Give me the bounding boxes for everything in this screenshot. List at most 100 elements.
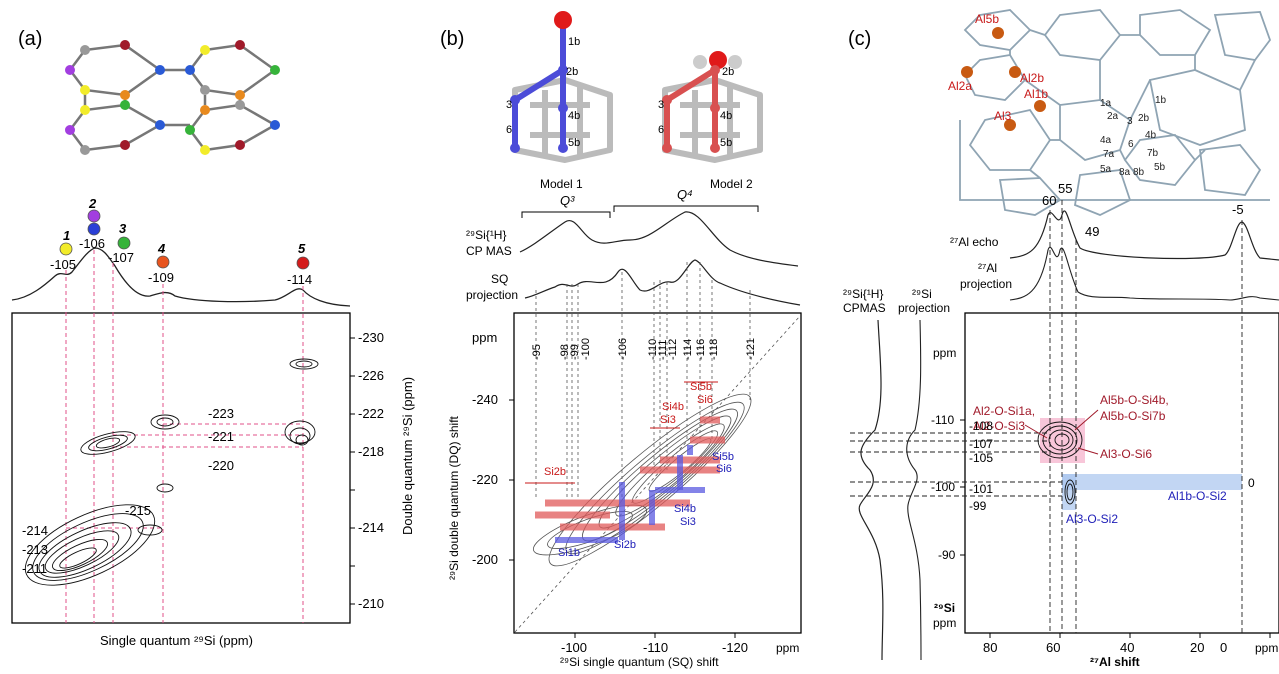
red-label-si6: Si6: [697, 394, 713, 406]
blue-label-si1b: Si1b: [558, 547, 580, 559]
al-site-markers: [961, 27, 1046, 131]
model-1-atom-1b: 1b: [568, 36, 580, 48]
q4-bracket: [613, 205, 759, 212]
al-projection-trace: [1009, 246, 1279, 301]
cpmas-left-trace: [858, 319, 884, 661]
panel-c-xtick-40: 40: [1120, 640, 1134, 655]
corr-al3-si6: Al3-O-Si6: [1100, 447, 1152, 461]
panel-b-2d-frame: [513, 312, 802, 634]
dq-label-213: -213: [22, 542, 48, 557]
site-2-shift: -106: [79, 236, 105, 251]
q3-label: Q³: [560, 193, 575, 208]
panel-c-label: (c): [848, 28, 871, 50]
svg-text:6: 6: [1128, 139, 1134, 150]
si-site-labels: 1b 1a 2a 2b 3 4a 4b 6 7a 7b 5a 8a 8b 5b: [1100, 95, 1167, 178]
panel-b-x-ticks: [574, 633, 736, 638]
cpmas-left-label-2: CPMAS: [843, 301, 886, 315]
echo-peak-49: 49: [1085, 224, 1099, 239]
svg-text:-110: -110: [647, 339, 659, 360]
model-1-atom-3: 3: [506, 99, 512, 111]
panel-c-ytick-110: -110: [931, 413, 954, 427]
model-1-atom-6: 6: [506, 124, 512, 136]
panel-c-x-axis-label: ²⁷Al shift: [1090, 655, 1140, 669]
si-proj-label-2: projection: [898, 301, 950, 315]
svg-text:1b: 1b: [1155, 95, 1167, 106]
echo-peak-55: 55: [1058, 181, 1072, 196]
panel-c-y-axis-ppm: ppm: [933, 616, 956, 630]
red-label-si5b: Si5b: [690, 381, 712, 393]
zero-label: 0: [1248, 476, 1255, 490]
svg-text:-99: -99: [569, 344, 581, 360]
panel-b-ppm-y: ppm: [472, 330, 497, 345]
cp-mas-label-1: ²⁹Si{¹H}: [466, 228, 506, 242]
model-1-structure: [510, 11, 613, 163]
svg-text:5a: 5a: [1100, 164, 1112, 175]
site-1-number: 1: [63, 228, 70, 243]
panel-b-x-axis-label: ²⁹Si single quantum (SQ) shift: [560, 655, 719, 669]
site-1-marker: [59, 242, 73, 256]
panel-b-ytick-220: -220: [472, 472, 498, 487]
site-3-shift: -107: [108, 250, 134, 265]
panel-c-y-axis-si: ²⁹Si: [934, 601, 955, 615]
site-4-number: 4: [157, 241, 166, 256]
panel-a-contours: [24, 358, 319, 586]
panel-c-xtick-60: 60: [1046, 640, 1060, 655]
dq-label-211: -211: [22, 561, 47, 576]
blue-label-si5b: Si5b: [712, 451, 734, 463]
svg-text:-111: -111: [657, 340, 669, 360]
site-2-marker-b: [87, 222, 101, 236]
corr-al2-pointer: [1024, 424, 1048, 439]
al-site-al5b: Al5b: [975, 12, 999, 26]
site-2-number: 2: [88, 196, 97, 211]
si-proj-label-1: ²⁹Si: [912, 287, 932, 301]
svg-text:4a: 4a: [1100, 135, 1112, 146]
svg-text:3: 3: [1127, 116, 1133, 127]
panel-a-2d-frame: [11, 312, 351, 624]
al-projection-label-2: projection: [960, 277, 1012, 291]
svg-text:-116: -116: [695, 339, 707, 360]
panel-c-y-ticks: [960, 419, 965, 556]
svg-text:-114: -114: [682, 339, 694, 360]
panel-a-x-axis-label: Single quantum ²⁹Si (ppm): [100, 633, 253, 648]
dq-label-214: -214: [22, 523, 48, 538]
site-3-marker: [117, 236, 131, 250]
blue-label-si4b: Si4b: [674, 503, 696, 515]
panel-c-guides: [850, 200, 1243, 633]
panel-c-xtick-80: 80: [983, 640, 997, 655]
site-5-marker: [296, 256, 310, 270]
si-shift-105: -105: [969, 451, 993, 465]
model-2-label: Model 2: [710, 177, 753, 191]
model-2-atom-3: 3: [658, 99, 664, 111]
site-4-shift: -109: [148, 270, 174, 285]
si-shift-101: -101: [969, 482, 993, 496]
panel-c-contours: [1037, 421, 1083, 505]
corr-al5b-si7b: Al5b-O-Si7b: [1100, 409, 1166, 423]
svg-text:2b: 2b: [1138, 113, 1150, 124]
panel-b-xtick-110: -110: [643, 640, 668, 655]
panel-a-guides: [65, 250, 304, 623]
site-2-marker-a: [87, 209, 101, 223]
svg-text:-95: -95: [531, 344, 543, 360]
sq-label-1: SQ: [491, 272, 508, 286]
al-site-al3: Al3: [994, 109, 1012, 123]
panel-a-label: (a): [18, 28, 42, 50]
svg-text:-98: -98: [559, 344, 571, 360]
svg-text:-112: -112: [667, 339, 679, 360]
si-shift-108: -108: [969, 419, 993, 433]
panel-b-label: (b): [440, 28, 464, 50]
corr-al3-si2: Al3-O-Si2: [1066, 512, 1118, 526]
svg-text:5b: 5b: [1154, 162, 1166, 173]
model-2-atom-2b: 2b: [722, 66, 734, 78]
echo-peak-60: 60: [1042, 193, 1056, 208]
panel-a-ytick-214: -214: [358, 520, 384, 535]
panel-b-ytick-240: -240: [472, 392, 498, 407]
dq-label-221: -221: [208, 429, 234, 444]
model-2-atom-4b: 4b: [720, 110, 732, 122]
site-1-shift: -105: [50, 257, 76, 272]
blue-label-si3: Si3: [680, 516, 696, 528]
corr-al1b-si2: Al1b-O-Si2: [1168, 489, 1227, 503]
al-projection-label-1: ²⁷Al: [978, 261, 997, 275]
panel-c-ytick-100: -100: [931, 480, 955, 494]
model-1-correlations: [555, 445, 705, 543]
cp-mas-trace: [519, 211, 799, 267]
